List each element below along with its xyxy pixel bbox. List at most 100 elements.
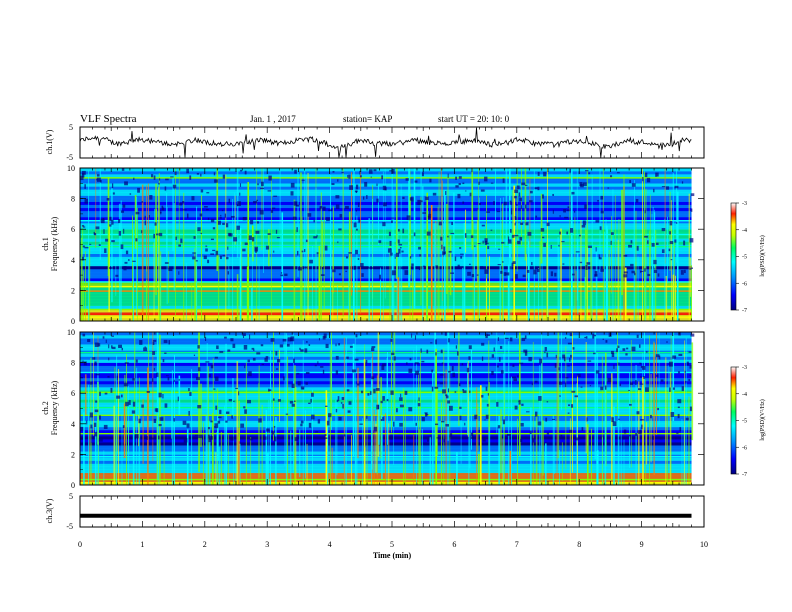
spectrogram-sferic [345, 337, 347, 485]
spectrogram-sferic [486, 194, 487, 321]
spectrogram-speckle [164, 403, 168, 408]
spectrogram-band [80, 335, 692, 339]
spectrogram-speckle [611, 417, 614, 423]
spectrogram-sferic [85, 251, 86, 321]
spectrogram-speckle [131, 410, 136, 414]
spectrogram-sferic [155, 183, 157, 296]
spectrogram-speckle [164, 186, 167, 191]
spectrogram-speckle [304, 249, 306, 253]
spectrogram-band [80, 296, 692, 300]
spectrogram-sferic [159, 255, 161, 321]
spectrogram-speckle [582, 220, 586, 226]
spectrogram-speckle [300, 420, 304, 424]
spectrogram-speckle [485, 333, 488, 339]
spectrogram-speckle [125, 250, 129, 255]
spectrogram-sferic [389, 241, 391, 321]
colorbar-tick-label: -5 [742, 419, 747, 425]
spectrogram-sferic [604, 365, 607, 485]
spectrogram-sferic [335, 399, 337, 485]
spectrogram-sferic [476, 387, 478, 485]
spectrogram-speckle [570, 354, 572, 358]
spectrogram-sferic [113, 405, 116, 485]
spectrogram-speckle [404, 270, 409, 275]
spectrogram-speckle [413, 232, 416, 237]
spectrogram-speckle [213, 172, 216, 176]
spectrogram-band [80, 168, 692, 172]
spectrogram-sferic [580, 220, 582, 321]
spectrogram-speckle [205, 208, 209, 211]
spectrogram-sferic [393, 352, 395, 465]
spectrogram-speckle [454, 391, 457, 393]
y-tick-label: 4 [71, 256, 75, 265]
spectrogram-speckle [373, 169, 377, 172]
spectrogram-speckle [607, 187, 610, 189]
spectrogram-speckle [141, 230, 143, 234]
spectrogram-speckle [200, 232, 203, 235]
spectrogram-speckle [243, 335, 245, 338]
spectrogram-speckle [173, 418, 175, 422]
spectrogram-sferic [304, 168, 306, 321]
spectrogram-band [80, 368, 692, 373]
spectrogram-speckle [153, 233, 155, 239]
spectrogram-speckle [304, 348, 308, 353]
spectrogram-speckle [295, 204, 300, 207]
spectrogram-speckle [677, 399, 682, 404]
spectrogram-sferic [399, 253, 401, 321]
spectrogram-sferic [633, 205, 635, 321]
y-tick-label: 10 [67, 164, 75, 173]
x-tick-label: 2 [203, 540, 207, 549]
spectrogram-speckle [425, 196, 429, 201]
spectrogram-speckle [464, 233, 467, 238]
spectrogram-speckle [95, 226, 100, 230]
spectrogram-speckle [80, 175, 84, 181]
spectrogram-sferic [642, 377, 644, 485]
spectrogram-sferic [458, 332, 460, 426]
spectrogram-speckle [527, 231, 532, 236]
spectrogram-sferic [571, 270, 573, 321]
spectrogram-speckle [443, 251, 446, 255]
spectrogram-speckle [132, 260, 136, 262]
spectrogram-speckle [669, 241, 674, 245]
spectrogram-speckle [338, 343, 341, 346]
spectrogram-speckle [509, 200, 512, 205]
spectrogram-speckle [248, 235, 252, 240]
spectrogram-sferic [261, 168, 263, 251]
spectrogram-speckle [365, 359, 368, 364]
spectrogram-sferic [685, 337, 687, 485]
spectrogram-speckle [445, 394, 448, 397]
spectrogram-speckle [644, 209, 646, 214]
spectrogram-sferic [645, 188, 647, 319]
spectrogram-speckle [112, 192, 115, 195]
spectrogram-speckle [406, 215, 411, 221]
spectrogram-speckle [120, 244, 124, 250]
spectrogram-speckle [149, 195, 153, 200]
spectrogram-speckle [168, 268, 173, 272]
spectrogram-speckle [618, 436, 621, 440]
spectrogram-speckle [422, 212, 427, 214]
spectrogram-speckle [172, 184, 177, 189]
spectrogram-speckle [244, 242, 248, 245]
spectrogram-sferic [290, 430, 292, 485]
spectrogram-speckle [577, 373, 581, 378]
spectrogram-band [80, 253, 692, 258]
spectrogram-speckle [584, 204, 587, 209]
spectrogram-sferic [500, 197, 501, 321]
spectrogram-sferic [372, 198, 373, 321]
spectrogram-sferic [504, 332, 506, 417]
spectrogram-sferic [381, 414, 383, 480]
spectrogram-sferic [137, 207, 138, 321]
spectrogram-speckle [611, 353, 615, 358]
spectrogram-band [80, 262, 692, 267]
spectrogram-speckle [607, 377, 612, 383]
spectrogram-speckle [669, 221, 673, 226]
spectrogram-speckle [324, 434, 327, 436]
spectrogram-sferic [279, 349, 280, 422]
spectrogram-speckle [200, 173, 202, 177]
spectrogram-speckle [265, 356, 269, 359]
spectrogram-speckle [468, 345, 472, 350]
spectrogram-speckle [677, 413, 680, 419]
spectrogram-speckle [409, 357, 412, 361]
spectrogram-speckle [244, 365, 246, 369]
spectrogram-speckle [672, 355, 677, 359]
spectrogram-sferic [677, 242, 679, 321]
